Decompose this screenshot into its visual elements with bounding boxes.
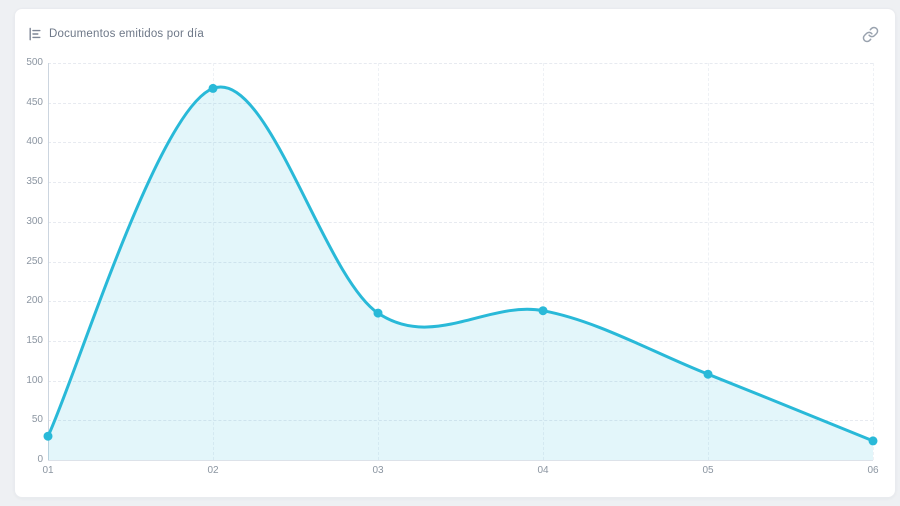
y-tick-label: 250 [26,255,43,267]
y-tick-label: 350 [26,176,43,188]
h-gridline [48,420,873,422]
h-gridline [48,142,873,144]
link-icon[interactable] [862,26,879,43]
y-tick-label: 450 [26,96,43,108]
x-tick-label: 01 [42,465,54,476]
h-gridline [48,380,873,382]
y-tick-label: 0 [37,454,43,465]
h-gridline [48,102,873,104]
v-gridline [873,63,874,460]
y-tick-label: 400 [26,136,43,148]
chart-title: Documentos emitidos por día [49,28,204,40]
y-tick-label: 300 [26,215,43,227]
x-tick-label: 06 [867,465,879,476]
h-gridline [48,301,873,303]
y-axis-line [48,63,49,460]
v-gridline [213,63,214,460]
data-point-02[interactable] [208,83,218,93]
v-gridline [543,63,544,460]
v-gridline [708,63,709,460]
y-tick-label: 50 [31,414,43,426]
data-point-05[interactable] [703,369,713,379]
data-point-06[interactable] [868,436,878,446]
x-tick-label: 02 [207,465,219,476]
data-point-04[interactable] [538,306,548,316]
data-point-03[interactable] [373,308,383,318]
h-gridline [48,340,873,342]
y-tick-label: 150 [26,334,43,346]
area-fill [48,86,873,461]
chart-canvas[interactable] [15,9,897,499]
h-gridline [48,261,873,263]
h-gridline [48,221,873,223]
y-tick-label: 100 [26,374,43,386]
h-gridline [48,63,873,64]
h-gridline [48,460,873,461]
v-gridline [378,63,379,460]
y-tick-label: 200 [26,295,43,307]
x-tick-label: 03 [372,465,384,476]
data-point-01[interactable] [43,431,53,441]
y-tick-label: 500 [26,57,43,68]
h-gridline [48,182,873,184]
x-tick-label: 05 [702,465,714,476]
bar-chart-icon [28,27,42,41]
x-tick-label: 04 [537,465,549,476]
chart-card: Documentos emitidos por día 0 50 100 150 200… [14,8,896,498]
